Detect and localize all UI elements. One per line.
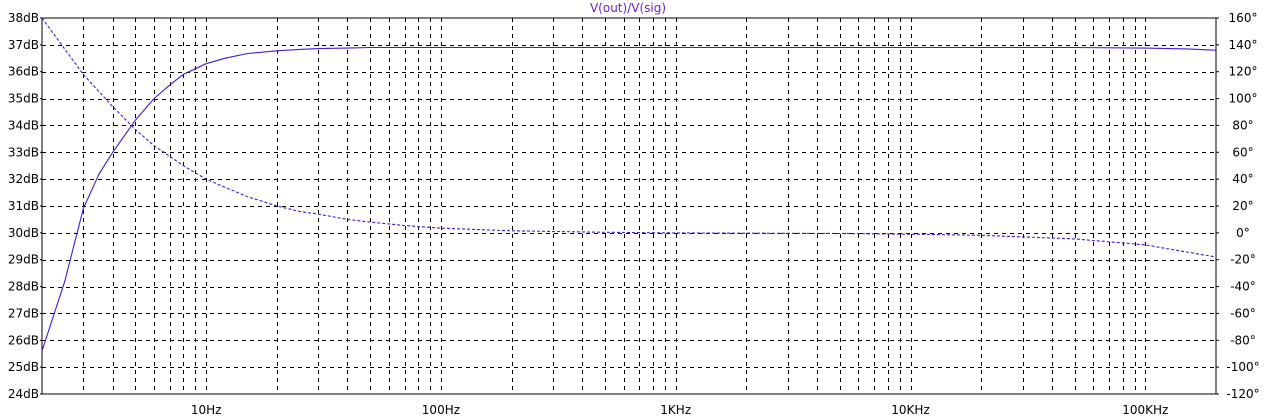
y-left-tick-label: 36dB [8,65,39,79]
grid [42,18,1216,394]
y-right-tick-label: 100° [1229,92,1258,106]
y-right-tick-label: 160° [1229,11,1258,25]
x-tick-label: 1KHz [660,403,691,417]
y-left-tick-label: 27dB [8,306,39,320]
chart-title[interactable]: V(out)/V(sig) [590,1,666,15]
y-right-tick-label: 80° [1232,118,1253,132]
y-right-tick-label: 120° [1229,65,1258,79]
y-left-tick-label: 37dB [8,38,39,52]
y-right-tick-label: -20° [1230,253,1256,267]
y-right-tick-label: 40° [1232,172,1253,186]
x-tick-label: 100KHz [1122,403,1168,417]
y-right-tick-label: -120° [1226,387,1259,401]
y-right-tick-label: 0° [1236,226,1250,240]
y-left-tick-label: 33dB [8,145,39,159]
y-left-tick-label: 28dB [8,280,39,294]
x-tick-label: 100Hz [422,403,460,417]
y-left-tick-label: 29dB [8,253,39,267]
y-right-tick-label: -40° [1230,280,1256,294]
y-right-tick-label: 140° [1229,38,1258,52]
traces [41,17,1217,352]
y-right-tick-label: -60° [1230,306,1256,320]
y-right-tick-label: 60° [1232,145,1253,159]
y-right-tick-label: -100° [1226,360,1259,374]
x-tick-label: 10KHz [891,403,929,417]
y-right-tick-label: 20° [1232,199,1253,213]
x-tick-label: 10Hz [191,403,222,417]
y-left-tick-label: 25dB [8,360,39,374]
y-left-tick-label: 35dB [8,92,39,106]
y-right-tick-label: -80° [1230,333,1256,347]
y-left-tick-label: 38dB [8,11,39,25]
y-left-tick-label: 30dB [8,226,39,240]
y-left-tick-label: 31dB [8,199,39,213]
y-left-tick-label: 32dB [8,172,39,186]
y-left-tick-label: 34dB [8,118,39,132]
tick-labels: 24dB 25dB 26dB 27dB 28dB 29dB 30dB 31dB 32dB 33dB… [8,11,1260,417]
magnitude-trace [41,46,1217,352]
y-left-tick-label: 24dB [8,387,39,401]
y-left-tick-label: 26dB [8,333,39,347]
phase-trace [41,17,1217,258]
